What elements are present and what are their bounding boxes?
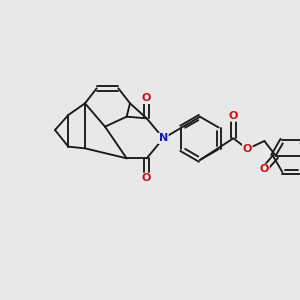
Text: O: O — [260, 164, 269, 174]
Text: O: O — [243, 144, 252, 154]
Text: O: O — [229, 111, 238, 121]
Text: N: N — [159, 133, 168, 143]
Text: O: O — [142, 173, 152, 183]
Text: O: O — [142, 93, 152, 103]
